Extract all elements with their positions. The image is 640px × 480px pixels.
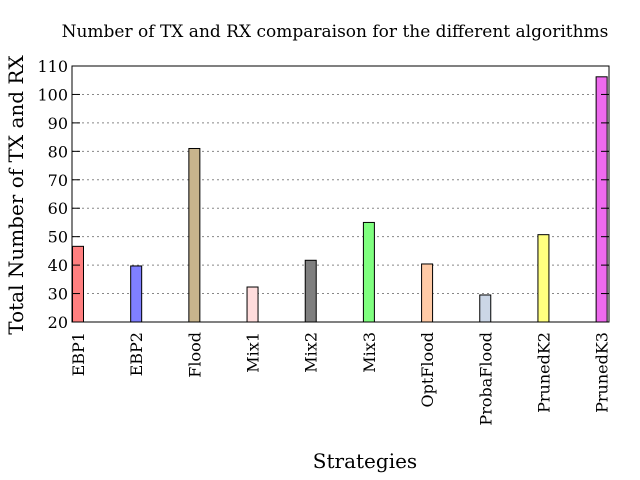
x-tick-label: Mix3 (360, 332, 379, 373)
bar-prunedk2 (537, 234, 550, 323)
bar-prunedk3 (595, 76, 608, 323)
y-tick-label: 100 (37, 85, 68, 104)
y-tick-label: 20 (48, 313, 68, 332)
x-tick-label: PrunedK3 (593, 332, 612, 413)
x-tick-label: OptFlood (418, 332, 437, 408)
bar-mix3 (362, 221, 375, 323)
x-tick-label: ProbaFlood (476, 332, 495, 426)
x-tick-label: PrunedK2 (534, 332, 553, 413)
bars (72, 76, 608, 323)
bar-optflood (421, 263, 434, 323)
x-tick-label: Flood (185, 332, 204, 378)
bar-ebp1 (72, 245, 84, 323)
x-tick-label: Mix1 (244, 332, 263, 373)
y-ticks: 20 30 40 50 60 70 80 90 100 110 (37, 57, 609, 332)
plot-frame (71, 65, 610, 323)
x-tick-label: EBP2 (127, 332, 146, 376)
x-axis-label: Strategies (313, 449, 417, 473)
x-tick-label: EBP1 (69, 332, 88, 376)
bar-mix1 (246, 286, 259, 323)
y-tick-label: 60 (48, 199, 68, 218)
bar-probaflood (479, 294, 492, 323)
bar-ebp2 (130, 265, 143, 323)
y-tick-label: 50 (48, 228, 68, 247)
chart-title: Number of TX and RX comparaison for the … (62, 22, 609, 42)
y-tick-label: 40 (48, 256, 68, 275)
y-axis-label: Total Number of TX and RX (4, 55, 28, 335)
x-tick-label: Mix2 (302, 332, 321, 373)
y-tick-label: 30 (48, 285, 68, 304)
y-tick-label: 80 (48, 142, 68, 161)
x-ticks: EBP1 EBP2 Flood Mix1 Mix2 Mix3 OptFlood ProbaFl… (69, 332, 612, 426)
bar-flood (188, 147, 201, 323)
y-tick-label: 90 (48, 114, 68, 133)
y-tick-label: 110 (37, 57, 68, 76)
grid-lines (72, 93, 609, 295)
y-tick-label: 70 (48, 171, 68, 190)
bar-mix2 (304, 259, 317, 323)
